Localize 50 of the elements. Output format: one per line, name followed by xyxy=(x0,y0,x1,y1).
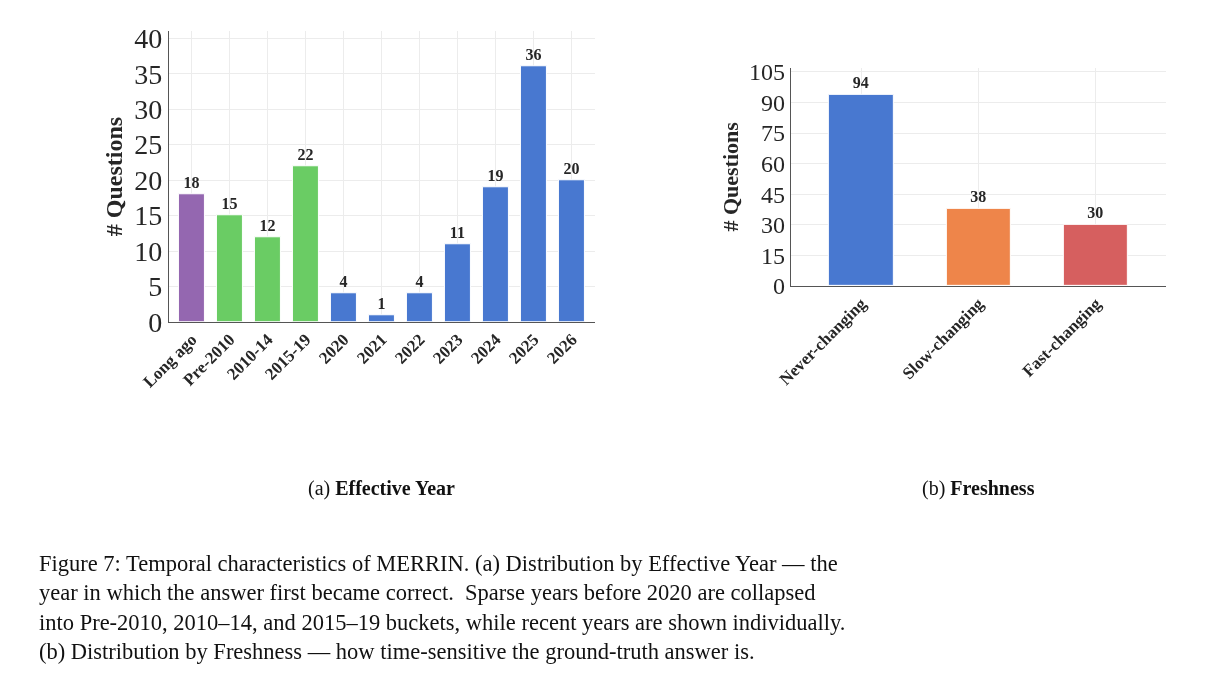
y-tick-label: 90 xyxy=(761,89,786,116)
bar xyxy=(519,65,547,322)
y-tick-label: 0 xyxy=(148,306,163,338)
data-label: 15 xyxy=(221,194,238,212)
y-axis-title: # Questions xyxy=(101,116,128,237)
data-label: 22 xyxy=(297,145,314,163)
bar xyxy=(215,214,243,322)
data-label: 94 xyxy=(852,74,869,92)
data-label: 18 xyxy=(183,173,200,191)
bar xyxy=(443,243,471,322)
y-tick-label: 15 xyxy=(134,200,163,232)
data-label: 4 xyxy=(415,272,424,290)
bar xyxy=(481,186,509,322)
caption: Figure 7: Temporal characteristics of MERRIN. (a) Distribution by Effective Year — the year in which the answer first became correct. Sparse years before 2020 are collapsed into Pre-2010, 2010–14, and 2015–19 buckets, while recent years are shown individually. (b) Distribution by Freshness — how time-sensitive the ground-truth answer is. xyxy=(39,551,846,664)
y-tick-label: 15 xyxy=(761,242,786,269)
bar xyxy=(253,236,281,322)
data-label: 11 xyxy=(449,223,465,241)
y-tick-label: 0 xyxy=(773,273,786,300)
bar xyxy=(557,179,585,322)
data-label: 20 xyxy=(563,159,580,177)
bar xyxy=(177,193,205,322)
bar xyxy=(291,165,319,322)
bar xyxy=(945,207,1011,286)
data-label: 12 xyxy=(259,216,276,234)
bar xyxy=(405,292,433,322)
bar xyxy=(1062,223,1128,286)
y-tick-label: 75 xyxy=(761,120,786,147)
bar xyxy=(329,292,357,322)
data-label: 38 xyxy=(970,188,987,206)
data-label: 1 xyxy=(377,294,386,312)
data-label: 19 xyxy=(487,166,504,184)
y-tick-label: 40 xyxy=(134,23,163,55)
y-tick-label: 30 xyxy=(761,212,786,239)
data-label: 4 xyxy=(339,272,348,290)
y-tick-label: 20 xyxy=(134,164,163,196)
text: (a) Effective Year xyxy=(308,477,456,500)
y-tick-label: 10 xyxy=(134,235,163,267)
y-tick-label: 5 xyxy=(148,271,163,303)
text: (b) Freshness xyxy=(922,477,1035,500)
y-tick-label: 105 xyxy=(749,59,786,86)
y-tick-label: 25 xyxy=(134,129,163,161)
data-label: 30 xyxy=(1087,204,1104,222)
y-tick-label: 60 xyxy=(761,151,786,178)
y-tick-label: 45 xyxy=(761,181,786,208)
y-axis-title: # Questions xyxy=(717,121,743,232)
bar xyxy=(367,314,395,322)
data-label: 36 xyxy=(525,45,542,63)
y-tick-label: 30 xyxy=(134,94,163,126)
y-tick-label: 35 xyxy=(134,58,163,90)
bar xyxy=(827,93,894,286)
